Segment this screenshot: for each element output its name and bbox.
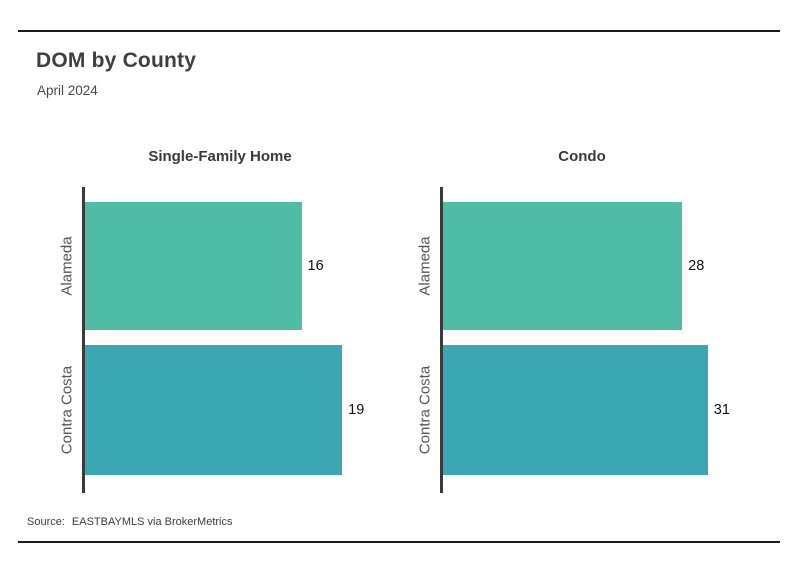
category-axis-label-alameda: Alameda — [58, 236, 76, 296]
bar-row-contra-costa: 31 — [443, 345, 730, 475]
bar-contra-costa — [443, 345, 708, 475]
panel-title-single-family-home: Single-Family Home — [148, 148, 292, 165]
panel-title-condo: Condo — [558, 148, 606, 165]
top-rule — [18, 30, 780, 32]
page-subtitle: April 2024 — [37, 83, 98, 98]
bottom-rule — [18, 541, 780, 543]
chart-panel-condo: 28 Alameda 31 Contra Costa — [417, 187, 730, 493]
source-note: Source: EASTBAYMLS via BrokerMetrics — [27, 516, 232, 528]
bar-row-alameda: 28 — [443, 202, 721, 330]
bar-alameda — [85, 202, 302, 330]
page-title: DOM by County — [36, 49, 197, 72]
category-axis-label-alameda: Alameda — [416, 236, 434, 296]
category-axis-label-contra-costa: Contra Costa — [416, 365, 434, 455]
bar-row-contra-costa: 19 — [85, 345, 364, 475]
category-axis-label-contra-costa: Contra Costa — [58, 365, 76, 455]
bar-value-label: 31 — [713, 402, 730, 418]
bar-row-alameda: 16 — [85, 202, 355, 330]
bar-value-label: 16 — [307, 258, 324, 274]
bar-value-label: 28 — [688, 258, 705, 274]
source-text: EASTBAYMLS via BrokerMetrics — [71, 516, 233, 528]
chart-panel-single-family-home: 16 Alameda 19 Contra Costa — [59, 187, 364, 493]
source-label: Source: — [27, 516, 65, 528]
bar-alameda — [443, 202, 683, 330]
bar-contra-costa — [85, 345, 343, 475]
bar-value-label: 19 — [348, 402, 365, 418]
